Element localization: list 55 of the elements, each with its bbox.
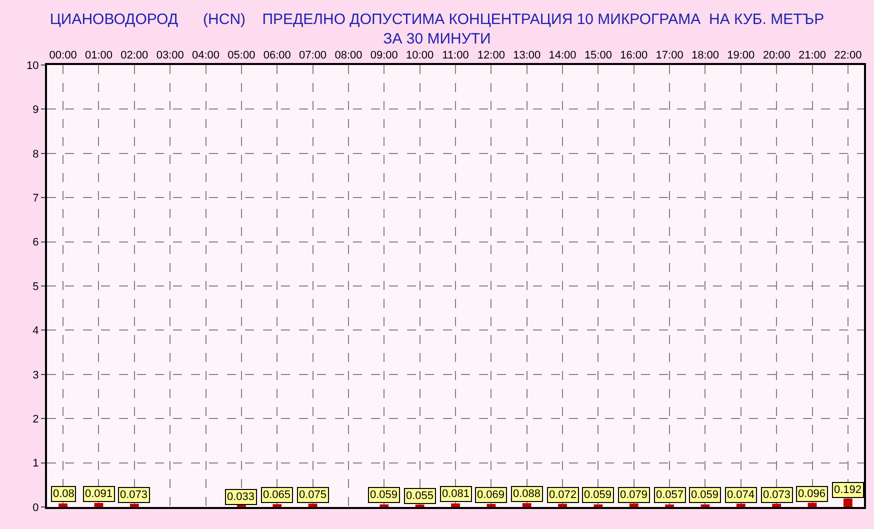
y-tick-label: 9 (32, 104, 39, 116)
x-tick-label: 17:00 (656, 50, 684, 62)
data-label: 0.08 (53, 488, 74, 500)
y-tick-label: 10 (26, 60, 39, 72)
y-tick-label: 7 (32, 192, 39, 204)
data-label: 0.073 (120, 489, 148, 501)
x-tick-label: 15:00 (584, 50, 612, 62)
data-label: 0.057 (656, 489, 684, 501)
x-tick-label: 04:00 (192, 50, 220, 62)
data-label: 0.069 (477, 489, 505, 501)
data-label: 0.059 (370, 489, 398, 501)
x-tick-label: 22:00 (834, 50, 862, 62)
y-tick-label: 1 (32, 458, 39, 470)
y-tick-label: 6 (32, 236, 39, 249)
x-tick-label: 10:00 (406, 50, 434, 62)
data-label: 0.074 (727, 489, 755, 501)
y-tick-label: 5 (32, 280, 39, 293)
x-tick-label: 12:00 (477, 50, 505, 62)
data-label: 0.055 (406, 490, 434, 502)
x-tick-label: 08:00 (334, 50, 362, 62)
data-label: 0.081 (442, 488, 470, 500)
data-label: 0.091 (85, 488, 113, 500)
data-label: 0.059 (691, 489, 719, 501)
y-tick-label: 8 (32, 148, 39, 160)
data-label: 0.096 (798, 488, 826, 500)
x-tick-label: 02:00 (120, 50, 148, 62)
y-tick-label: 2 (32, 413, 39, 426)
data-label: 0.065 (263, 489, 291, 501)
data-label: 0.079 (620, 489, 648, 501)
x-tick-label: 21:00 (798, 50, 826, 62)
data-label: 0.073 (763, 489, 791, 501)
x-tick-label: 05:00 (228, 50, 256, 62)
data-label: 0.088 (513, 488, 541, 500)
x-tick-label: 03:00 (156, 50, 184, 62)
data-label: 0.075 (299, 489, 327, 501)
chart-title: ЦИАНОВОДОРОД (HCN) ПРЕДЕЛНО ДОПУСТИМА КОНЦЕНТРАЦИЯ 10 МИКРОГРАМА НА КУБ. МЕТЪР ЗА 30 МИНУТИ (50, 10, 824, 48)
x-tick-label: 13:00 (513, 50, 541, 62)
y-tick-label: 3 (32, 369, 39, 382)
x-tick-label: 20:00 (762, 50, 790, 62)
y-tick-label: 4 (32, 325, 39, 338)
data-label: 0.072 (549, 489, 577, 501)
data-label: 0.059 (584, 489, 612, 501)
data-label: 0.033 (227, 491, 255, 503)
x-tick-label: 19:00 (727, 50, 755, 62)
x-tick-label: 18:00 (691, 50, 720, 62)
x-tick-label: 01:00 (84, 50, 112, 62)
x-tick-label: 07:00 (299, 50, 327, 62)
x-tick-label: 06:00 (263, 50, 291, 62)
data-label: 0.192 (834, 484, 862, 496)
x-tick-label: 00:00 (49, 50, 77, 62)
x-tick-label: 11:00 (442, 50, 469, 62)
x-tick-label: 14:00 (548, 50, 576, 62)
y-tick-label: 0 (32, 502, 39, 514)
x-tick-label: 16:00 (620, 50, 648, 62)
x-tick-label: 09:00 (370, 50, 398, 62)
